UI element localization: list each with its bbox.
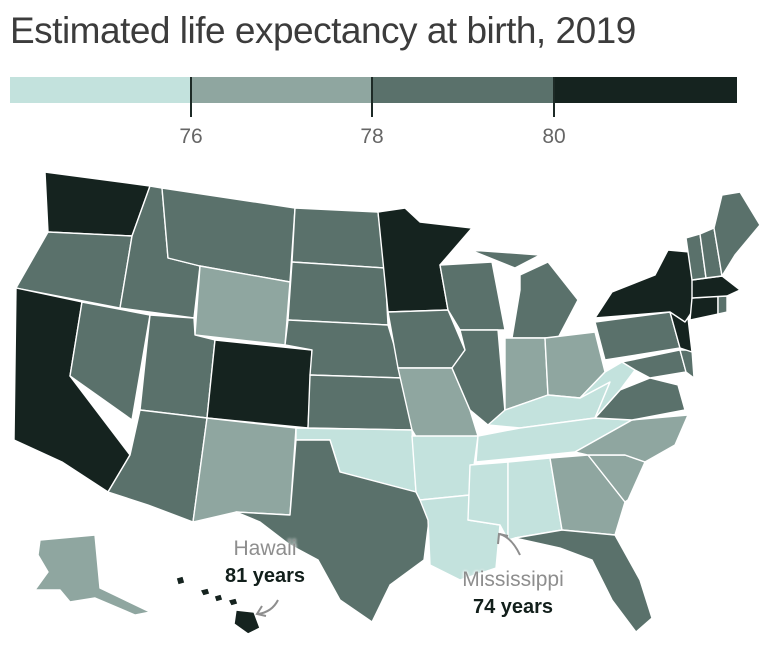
legend-tick-80 [553,77,555,117]
state-arizona[interactable] [107,409,208,523]
state-georgia[interactable] [549,454,626,536]
state-colorado[interactable] [206,339,313,429]
state-nevada[interactable] [69,301,151,421]
mississippi-label: Mississippi [462,568,564,591]
state-south-dakota[interactable] [287,261,389,326]
state-alaska[interactable] [34,534,151,616]
legend-tick-76 [190,77,192,117]
state-new-york[interactable] [594,249,701,323]
color-legend [10,77,737,103]
state-arkansas[interactable] [411,435,479,501]
chart-title: Estimated life expectancy at birth, 2019 [10,10,636,51]
legend-bin-80-plus [554,77,737,103]
hawaii-label: Hawaii [233,537,297,560]
state-north-carolina[interactable] [574,414,689,463]
legend-tick-78 [371,77,373,117]
mississippi-value: 74 years [472,596,554,618]
hawaii-arrowhead [255,605,267,617]
hawaii-arrow [257,599,279,615]
state-rhode-island[interactable] [717,295,728,315]
state-kansas[interactable] [307,374,413,431]
state-florida[interactable] [514,529,653,633]
state-connecticut[interactable] [689,295,719,321]
state-maine[interactable] [713,191,761,277]
state-new-mexico[interactable] [192,417,297,523]
hawaii-value: 81 years [224,565,306,587]
legend-tick-label-80: 80 [542,125,566,148]
state-north-dakota[interactable] [291,207,386,269]
legend-tick-label-76: 76 [179,125,203,148]
state-west-virginia[interactable] [579,361,636,419]
state-hawaii[interactable] [175,575,261,635]
mississippi-arrowhead [497,532,509,545]
legend-bin-below-76 [10,77,191,103]
state-mississippi[interactable] [467,461,509,541]
state-illinois[interactable] [451,329,506,426]
state-texas[interactable] [235,439,431,623]
state-maryland[interactable] [621,349,687,379]
legend-bin-76-78 [191,77,372,103]
legend-tick-label-78: 78 [360,125,384,148]
legend-bin-78-80 [372,77,554,103]
state-washington[interactable] [44,171,151,237]
